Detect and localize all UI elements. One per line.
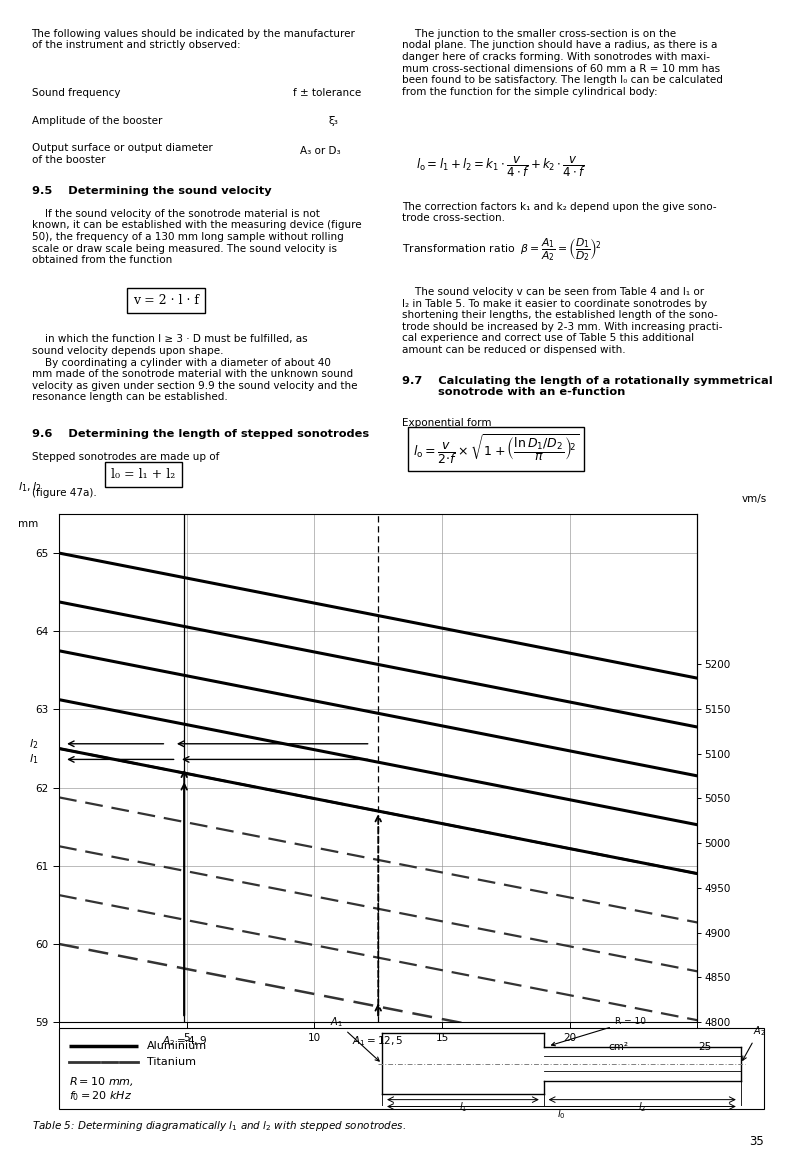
Text: $l_{\mathrm{o}} = \dfrac{v}{2{\cdot}f} \times \sqrt{1 + \left(\dfrac{\ln D_1/D_2: $l_{\mathrm{o}} = \dfrac{v}{2{\cdot}f} \… — [413, 432, 579, 467]
Text: 9.6    Determining the length of stepped sonotrodes: 9.6 Determining the length of stepped so… — [32, 429, 369, 439]
Text: The following values should be indicated by the manufacturer
of the instrument a: The following values should be indicated… — [32, 29, 355, 51]
Text: $R = 10$ mm,: $R = 10$ mm, — [69, 1075, 134, 1088]
Text: $A_1 = 12,5$: $A_1 = 12,5$ — [352, 1034, 404, 1048]
Text: v = 2 · l · f: v = 2 · l · f — [133, 295, 199, 307]
Text: Sound frequency: Sound frequency — [32, 88, 120, 98]
Text: 35: 35 — [749, 1134, 764, 1148]
Text: cm²: cm² — [608, 1042, 628, 1052]
Text: $A_2$: $A_2$ — [742, 1024, 765, 1060]
Text: Amplitude of the booster: Amplitude of the booster — [32, 117, 162, 127]
Text: $l_2$: $l_2$ — [638, 1101, 646, 1115]
Text: vm/s: vm/s — [742, 494, 768, 504]
Text: Transformation ratio  $\beta = \dfrac{A_1}{A_2} = \left(\dfrac{D_1}{D_2}\right)^: Transformation ratio $\beta = \dfrac{A_1… — [402, 237, 601, 263]
Text: $l_1$: $l_1$ — [459, 1101, 467, 1115]
Text: $l_{\mathrm{o}} = l_1 + l_2 = k_1 \cdot \dfrac{v}{4 \cdot f} + k_2 \cdot \dfrac{: $l_{\mathrm{o}} = l_1 + l_2 = k_1 \cdot … — [416, 155, 586, 179]
Text: The correction factors k₁ and k₂ depend upon the give sono-
trode cross-section.: The correction factors k₁ and k₂ depend … — [402, 202, 716, 223]
Text: 9.5    Determining the sound velocity: 9.5 Determining the sound velocity — [32, 186, 271, 196]
Text: $l_1, l_2$: $l_1, l_2$ — [17, 479, 41, 493]
Text: If the sound velocity of the sonotrode material is not
known, it can be establis: If the sound velocity of the sonotrode m… — [32, 209, 361, 266]
Text: (figure 47a).: (figure 47a). — [32, 487, 96, 498]
Text: in which the function l ≥ 3 · D must be fulfilled, as
sound velocity depends upo: in which the function l ≥ 3 · D must be … — [32, 334, 357, 402]
Text: 9.7    Calculating the length of a rotationally symmetrical
         sonotrode w: 9.7 Calculating the length of a rotation… — [402, 375, 772, 397]
Text: R = 10: R = 10 — [552, 1016, 646, 1045]
Text: $A_1$: $A_1$ — [330, 1015, 379, 1061]
Text: Table 5: Determining diagramatically $l_1$ and $l_2$ with stepped sonotrodes.: Table 5: Determining diagramatically $l_… — [32, 1119, 406, 1133]
Text: $l_0$: $l_0$ — [557, 1108, 566, 1122]
Text: ξ̅₃: ξ̅₃ — [329, 117, 339, 127]
Text: mm: mm — [17, 519, 38, 529]
Text: Aluminium: Aluminium — [147, 1041, 207, 1051]
Text: Stepped sonotrodes are made up of: Stepped sonotrodes are made up of — [32, 452, 219, 462]
Text: $f_0 = 20$ kHz: $f_0 = 20$ kHz — [69, 1089, 132, 1103]
Text: Titanium: Titanium — [147, 1057, 196, 1066]
Text: l₀ = l₁ + l₂: l₀ = l₁ + l₂ — [111, 468, 176, 480]
Text: $l_2$: $l_2$ — [29, 737, 39, 751]
Text: Exponential form: Exponential form — [402, 418, 492, 429]
Text: $A_2 = 4,9$: $A_2 = 4,9$ — [162, 1034, 206, 1048]
Text: 25: 25 — [698, 1042, 712, 1052]
Text: $l_1$: $l_1$ — [29, 753, 39, 766]
Text: f ± tolerance: f ± tolerance — [292, 88, 361, 98]
Text: Output surface or output diameter
of the booster: Output surface or output diameter of the… — [32, 143, 212, 165]
Text: A₃ or D₃: A₃ or D₃ — [299, 147, 340, 156]
Text: The junction to the smaller cross-section is on the
nodal plane. The junction sh: The junction to the smaller cross-sectio… — [402, 29, 723, 97]
Text: The sound velocity v can be seen from Table 4 and l₁ or
l₂ in Table 5. To make i: The sound velocity v can be seen from Ta… — [402, 286, 723, 355]
